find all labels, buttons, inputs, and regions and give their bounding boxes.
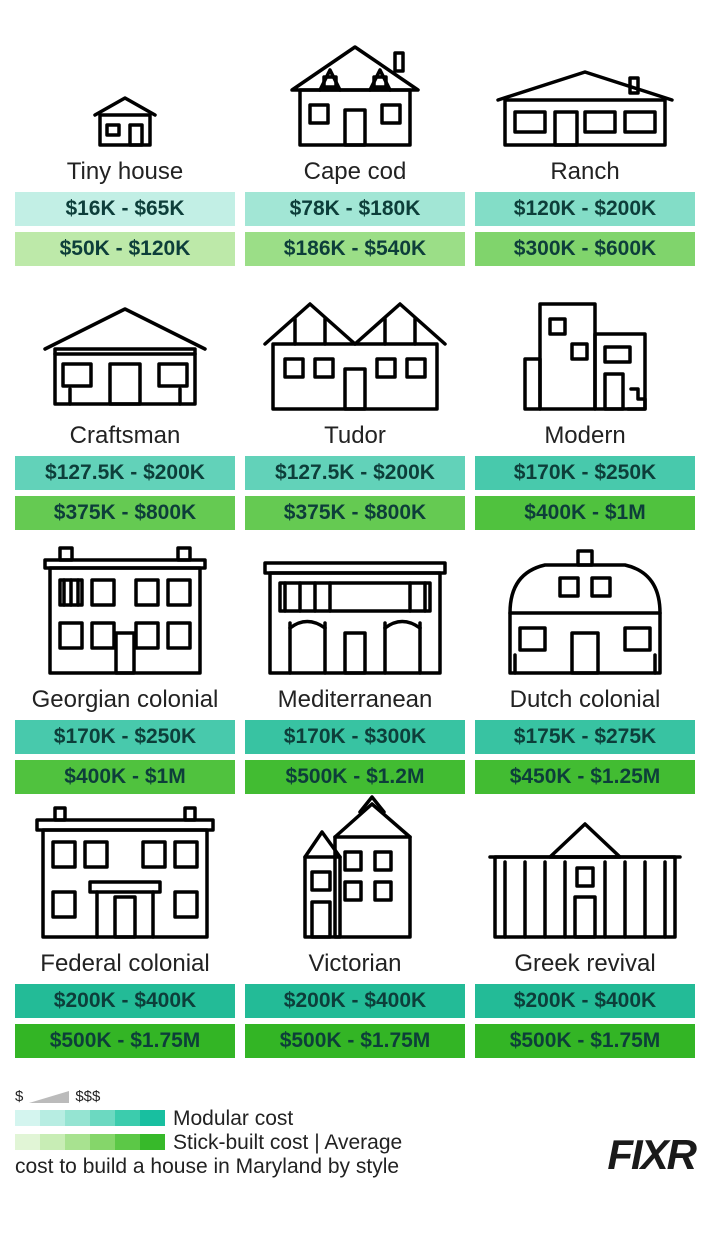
house-icon	[245, 812, 465, 942]
house-name: Dutch colonial	[510, 686, 661, 714]
stick-price: $375K - $800K	[245, 496, 465, 530]
house-card: Tudor $127.5K - $200K $375K - $800K	[245, 284, 465, 536]
modular-price: $170K - $250K	[475, 456, 695, 490]
house-card: Craftsman $127.5K - $200K $375K - $800K	[15, 284, 235, 536]
house-name: Cape cod	[304, 158, 407, 186]
legend-caption: cost to build a house in Maryland by sty…	[15, 1155, 607, 1179]
house-card: Cape cod $78K - $180K $186K - $540K	[245, 20, 465, 272]
modular-price: $120K - $200K	[475, 192, 695, 226]
stick-price: $50K - $120K	[15, 232, 235, 266]
stick-price: $500K - $1.75M	[475, 1024, 695, 1058]
stick-price: $500K - $1.75M	[245, 1024, 465, 1058]
modular-price: $78K - $180K	[245, 192, 465, 226]
stick-legend-label: Stick-built cost | Average	[173, 1131, 402, 1155]
house-card: Federal colonial $200K - $400K $500K - $1.…	[15, 812, 235, 1064]
house-name: Tiny house	[67, 158, 184, 186]
stick-price: $450K - $1.25M	[475, 760, 695, 794]
modular-price: $200K - $400K	[15, 984, 235, 1018]
legend: $ $$$ Modular cost Stick-built cost | Av…	[15, 1088, 695, 1179]
house-icon	[15, 284, 235, 414]
modular-price: $200K - $400K	[475, 984, 695, 1018]
house-icon	[245, 284, 465, 414]
scale-triangle	[29, 1091, 69, 1103]
house-card: Tiny house $16K - $65K $50K - $120K	[15, 20, 235, 272]
house-icon	[475, 284, 695, 414]
legend-high: $$$	[75, 1088, 100, 1105]
house-icon	[475, 812, 695, 942]
house-name: Federal colonial	[40, 950, 209, 978]
house-card: Dutch colonial $175K - $275K $450K - $1.25…	[475, 548, 695, 800]
modular-price: $200K - $400K	[245, 984, 465, 1018]
house-name: Craftsman	[70, 422, 181, 450]
fixr-logo: FIXR	[607, 1131, 695, 1179]
house-card: Victorian $200K - $400K $500K - $1.75M	[245, 812, 465, 1064]
house-card: Greek revival $200K - $400K $500K - $1.75M	[475, 812, 695, 1064]
house-icon	[245, 548, 465, 678]
house-card: Georgian colonial $170K - $250K $400K - $1…	[15, 548, 235, 800]
stick-price: $375K - $800K	[15, 496, 235, 530]
stick-gradient	[15, 1134, 165, 1150]
stick-price: $186K - $540K	[245, 232, 465, 266]
house-card: Modern $170K - $250K $400K - $1M	[475, 284, 695, 536]
house-name: Georgian colonial	[32, 686, 219, 714]
modular-price: $127.5K - $200K	[245, 456, 465, 490]
house-icon	[475, 548, 695, 678]
house-icon	[15, 548, 235, 678]
house-name: Greek revival	[514, 950, 655, 978]
stick-price: $400K - $1M	[15, 760, 235, 794]
stick-price: $500K - $1.75M	[15, 1024, 235, 1058]
house-icon	[15, 812, 235, 942]
modular-price: $175K - $275K	[475, 720, 695, 754]
stick-price: $500K - $1.2M	[245, 760, 465, 794]
house-icon	[245, 20, 465, 150]
house-icon	[15, 20, 235, 150]
modular-legend-label: Modular cost	[173, 1107, 293, 1131]
house-name: Tudor	[324, 422, 386, 450]
house-card: Ranch $120K - $200K $300K - $600K	[475, 20, 695, 272]
house-name: Modern	[544, 422, 625, 450]
modular-price: $127.5K - $200K	[15, 456, 235, 490]
house-card: Mediterranean $170K - $300K $500K - $1.2M	[245, 548, 465, 800]
modular-price: $170K - $300K	[245, 720, 465, 754]
house-name: Victorian	[309, 950, 402, 978]
house-name: Mediterranean	[278, 686, 433, 714]
stick-price: $300K - $600K	[475, 232, 695, 266]
stick-price: $400K - $1M	[475, 496, 695, 530]
legend-low: $	[15, 1088, 23, 1105]
modular-gradient	[15, 1110, 165, 1126]
house-name: Ranch	[550, 158, 619, 186]
modular-price: $16K - $65K	[15, 192, 235, 226]
house-icon	[475, 20, 695, 150]
modular-price: $170K - $250K	[15, 720, 235, 754]
